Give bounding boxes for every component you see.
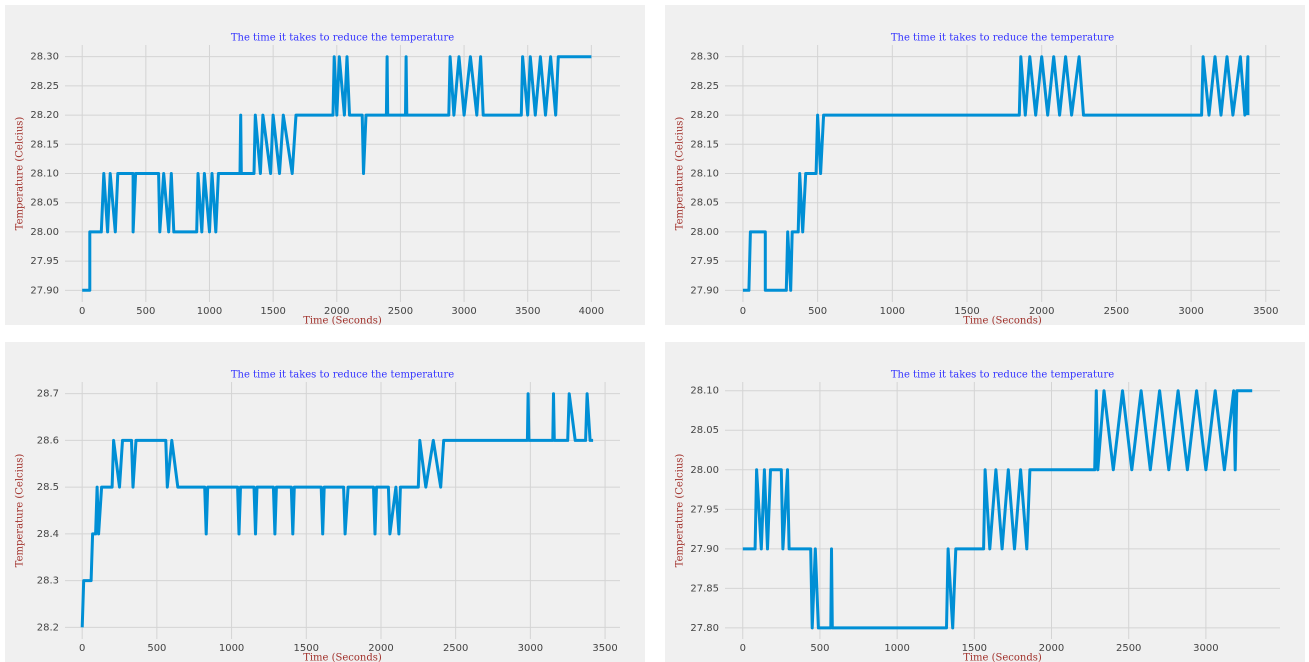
y-tick-label: 28.15: [690, 139, 719, 150]
y-tick-label: 28.20: [30, 110, 59, 121]
chart-panel: 27.90 27.95 28.00 28.05 28.10 28.15 28.20 28.25…: [665, 5, 1305, 325]
y-axis-label: Temperature (Celcius): [15, 117, 26, 231]
y-tick-label: 28.30: [30, 52, 59, 63]
x-tick-label: 500: [810, 643, 829, 654]
chart-panel: 27.80 27.85 27.90 27.95 28.00 28.05 28.10 0 500 1…: [665, 342, 1305, 662]
chart-title: The time it takes to reduce the temperat…: [231, 33, 454, 44]
y-tick-label: 28.2: [37, 622, 59, 633]
y-tick-label: 28.10: [690, 386, 719, 397]
panel-background: [665, 5, 1305, 325]
panel-background: [5, 5, 645, 325]
x-tick-label: 2500: [1104, 306, 1129, 317]
y-tick-label: 28.05: [690, 425, 719, 436]
x-axis-label: Time (Seconds): [963, 316, 1042, 326]
y-tick-label: 27.90: [30, 285, 59, 296]
y-tick-label: 28.05: [690, 198, 719, 209]
y-tick-label: 28.10: [690, 169, 719, 180]
x-tick-label: 3000: [1178, 306, 1203, 317]
x-tick-label: 2500: [1116, 643, 1141, 654]
x-tick-label: 1000: [197, 306, 222, 317]
x-tick-label: 0: [79, 306, 85, 317]
x-tick-label: 500: [136, 306, 155, 317]
y-tick-label: 27.95: [30, 256, 59, 267]
x-tick-label: 500: [147, 643, 166, 654]
x-tick-label: 500: [808, 306, 827, 317]
y-tick-label: 28.05: [30, 198, 59, 209]
y-tick-label: 28.00: [30, 227, 59, 238]
x-tick-label: 3500: [592, 643, 617, 654]
x-tick-label: 1000: [880, 306, 905, 317]
x-tick-label: 0: [740, 643, 746, 654]
y-tick-label: 28.25: [30, 81, 59, 92]
y-tick-label: 27.95: [690, 504, 719, 515]
y-tick-label: 28.5: [37, 482, 59, 493]
chart-title: The time it takes to reduce the temperat…: [891, 33, 1114, 44]
y-axis-label: Temperature (Celcius): [15, 454, 26, 568]
y-tick-label: 27.90: [690, 285, 719, 296]
y-tick-label: 28.3: [37, 576, 59, 587]
x-tick-label: 0: [79, 643, 85, 654]
y-tick-label: 27.85: [690, 583, 719, 594]
y-tick-label: 28.15: [30, 139, 59, 150]
chart-title: The time it takes to reduce the temperat…: [231, 370, 454, 381]
y-tick-label: 28.25: [690, 81, 719, 92]
x-tick-label: 1000: [884, 643, 909, 654]
y-tick-label: 28.30: [690, 52, 719, 63]
x-tick-label: 3000: [1193, 643, 1218, 654]
x-tick-label: 0: [740, 306, 746, 317]
y-tick-label: 28.10: [30, 169, 59, 180]
x-tick-label: 3500: [515, 306, 540, 317]
y-tick-label: 27.80: [690, 623, 719, 634]
x-tick-label: 4000: [579, 306, 604, 317]
x-tick-label: 3000: [451, 306, 476, 317]
x-tick-label: 3500: [1253, 306, 1278, 317]
y-tick-label: 28.20: [690, 110, 719, 121]
x-axis-label: Time (Seconds): [303, 316, 382, 326]
x-tick-label: 2500: [388, 306, 413, 317]
y-tick-label: 28.00: [690, 227, 719, 238]
chart-panel: 27.90 27.95 28.00 28.05 28.10 28.15 28.20 28.25…: [5, 5, 645, 325]
y-axis-label: Temperature (Celcius): [675, 454, 686, 568]
x-tick-label: 1000: [219, 643, 244, 654]
y-tick-label: 27.90: [690, 544, 719, 555]
y-tick-label: 28.7: [37, 389, 59, 400]
y-tick-label: 28.4: [37, 529, 59, 540]
x-tick-label: 2000: [1039, 643, 1064, 654]
x-tick-label: 2500: [443, 643, 468, 654]
x-tick-label: 3000: [518, 643, 543, 654]
y-tick-label: 28.6: [37, 435, 59, 446]
x-tick-label: 1500: [260, 306, 285, 317]
chart-title: The time it takes to reduce the temperat…: [891, 370, 1114, 381]
y-tick-label: 28.00: [690, 465, 719, 476]
y-tick-label: 27.95: [690, 256, 719, 267]
y-axis-label: Temperature (Celcius): [675, 117, 686, 231]
